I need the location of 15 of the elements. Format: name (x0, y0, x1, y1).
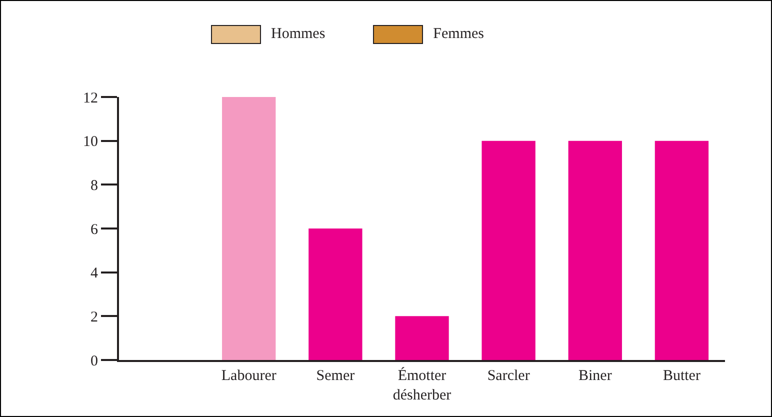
x-tick-label: Émotter désherber (392, 367, 452, 404)
y-tick-label: 0 (90, 353, 98, 370)
x-tick-label: Semer (316, 368, 355, 384)
y-tick-label: 12 (83, 90, 98, 106)
text: Hommes (271, 26, 326, 43)
x-tick-label: Butter (662, 368, 700, 384)
x-tick-label: Sarcler (487, 368, 530, 384)
y-tick-label: 10 (83, 134, 98, 150)
y-tick-label: 8 (90, 178, 98, 194)
y-tick-label: 2 (90, 309, 98, 326)
x-tick-label: Biner (578, 368, 612, 384)
y-tick-label: 4 (90, 266, 98, 282)
y-tick-label: 6 (90, 222, 98, 238)
text: Femmes (433, 26, 484, 43)
x-tick-label: Labourer (221, 368, 276, 384)
